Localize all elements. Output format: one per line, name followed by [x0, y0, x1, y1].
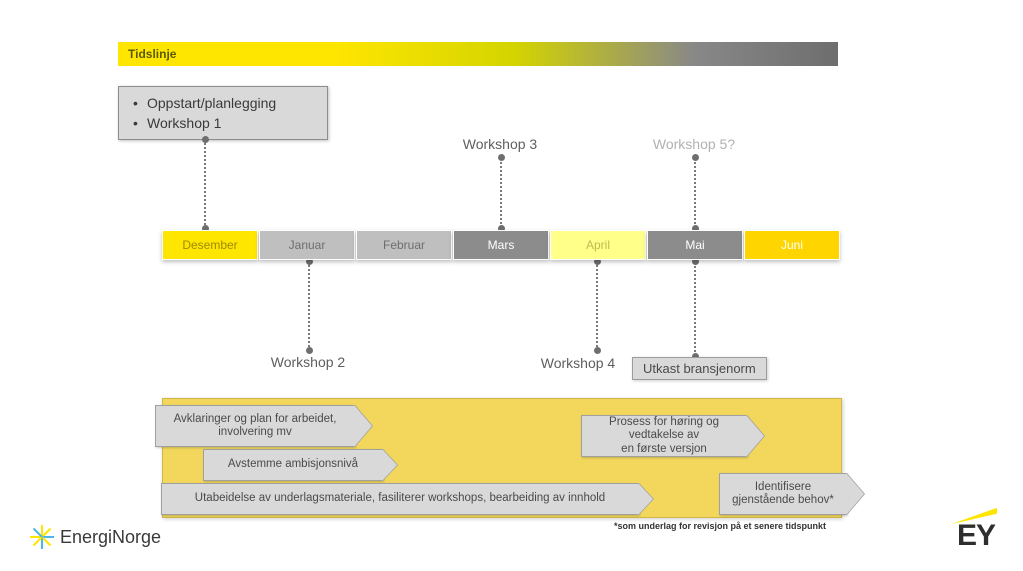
month-cell: Mai — [647, 230, 743, 260]
process-panel: Avklaringer og plan for arbeidet,involve… — [162, 398, 842, 518]
month-cell: Mars — [453, 230, 549, 260]
energi-norge-logo: EnergiNorge — [28, 523, 161, 551]
month-cell: Januar — [259, 230, 355, 260]
label-workshop-3: Workshop 3 — [463, 136, 537, 152]
month-cell: Desember — [162, 230, 258, 260]
burst-icon — [28, 523, 56, 551]
list-item: Oppstart/planlegging — [129, 93, 317, 113]
connector-line — [204, 140, 206, 228]
process-arrow: Utabeidelse av underlagsmateriale, fasil… — [161, 483, 639, 515]
process-arrow: Avklaringer og plan for arbeidet,involve… — [155, 405, 355, 447]
connector-line — [596, 262, 598, 350]
connector-line — [308, 262, 310, 350]
process-arrow: Identifiseregjenstående behov* — [719, 473, 847, 515]
month-cell: April — [550, 230, 646, 260]
process-arrow: Avstemme ambisjonsnivå — [203, 449, 383, 481]
top-list-box: Oppstart/planlegging Workshop 1 — [118, 86, 328, 140]
title-bar: Tidslinje — [118, 42, 838, 66]
month-cell: Februar — [356, 230, 452, 260]
energi-norge-text: EnergiNorge — [60, 527, 161, 548]
utkast-box: Utkast bransjenorm — [632, 357, 767, 380]
utkast-label: Utkast bransjenorm — [643, 361, 756, 376]
ey-logo: EY — [957, 519, 995, 553]
top-list: Oppstart/planlegging Workshop 1 — [129, 93, 317, 133]
footnote: *som underlag for revisjon på et senere … — [614, 521, 826, 531]
connector-line — [500, 158, 502, 228]
ey-text: EY — [957, 519, 995, 552]
title-text: Tidslinje — [128, 47, 176, 61]
label-workshop-5: Workshop 5? — [653, 136, 735, 152]
connector-line — [694, 262, 696, 356]
timeline: DesemberJanuarFebruarMarsAprilMaiJuni — [162, 230, 841, 260]
month-cell: Juni — [744, 230, 840, 260]
list-item: Workshop 1 — [129, 113, 317, 133]
process-arrow: Prosess for høring ogvedtakelse aven før… — [581, 415, 747, 457]
label-workshop-2: Workshop 2 — [271, 354, 345, 370]
connector-line — [694, 158, 696, 228]
label-workshop-4: Workshop 4 — [541, 355, 615, 371]
